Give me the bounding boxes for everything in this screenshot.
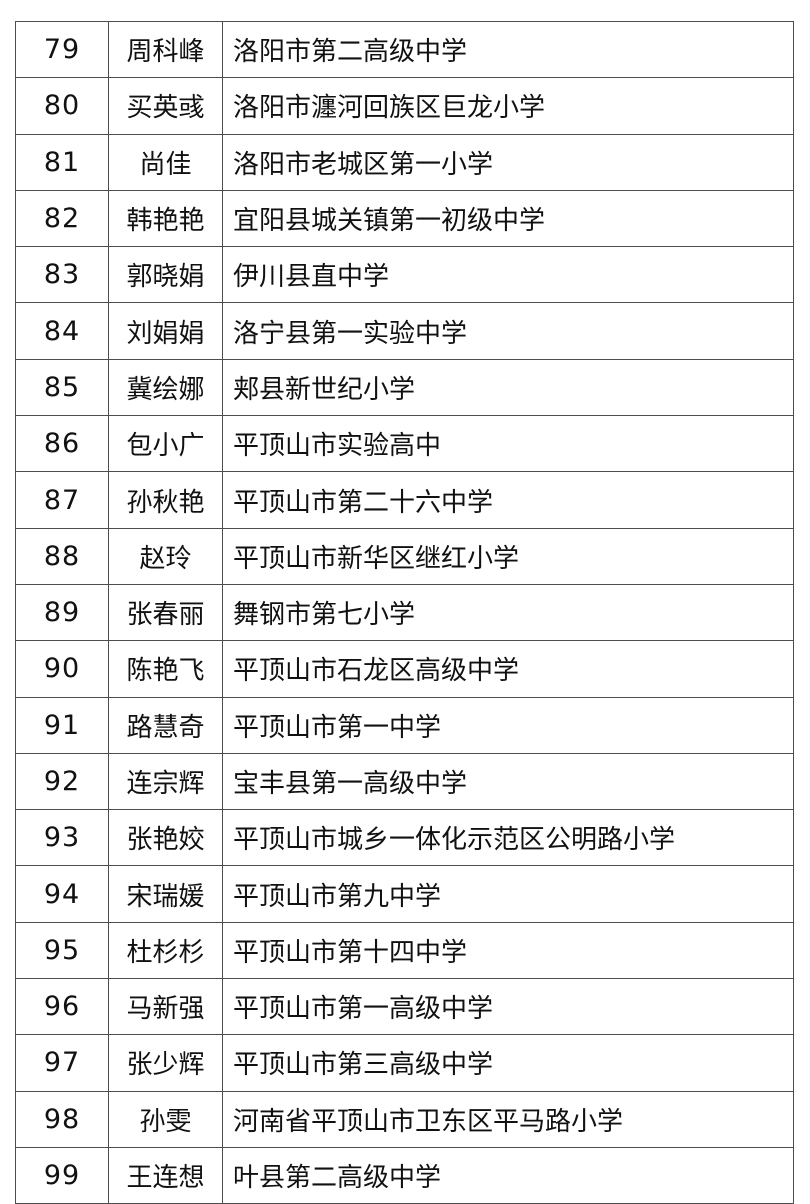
school-name-cell: 平顶山市第九中学 bbox=[222, 865, 794, 923]
school-name-cell: 郏县新世纪小学 bbox=[222, 358, 794, 417]
row-number-cell: 80 bbox=[15, 77, 109, 135]
school-name-cell: 平顶山市城乡一体化示范区公明路小学 bbox=[222, 809, 794, 867]
table-row: 83 郭晓娟 伊川县直中学 bbox=[15, 246, 794, 304]
school-name-cell: 平顶山市第三高级中学 bbox=[222, 1034, 794, 1092]
school-name-cell: 平顶山市第一中学 bbox=[222, 696, 794, 754]
school-name-cell: 宝丰县第一高级中学 bbox=[222, 752, 794, 811]
row-number-cell: 96 bbox=[15, 978, 109, 1036]
row-number-cell: 84 bbox=[15, 302, 109, 360]
table-row: 86 包小广 平顶山市实验高中 bbox=[15, 415, 794, 473]
person-name-cell: 赵玲 bbox=[108, 527, 223, 585]
school-name-cell: 平顶山市新华区继红小学 bbox=[222, 527, 794, 585]
table-row: 80 买英彧 洛阳市瀍河回族区巨龙小学 bbox=[15, 77, 794, 135]
row-number-cell: 82 bbox=[15, 189, 109, 248]
person-name-cell: 陈艳飞 bbox=[108, 640, 223, 698]
row-number-cell: 89 bbox=[15, 583, 109, 642]
table-row: 94 宋瑞媛 平顶山市第九中学 bbox=[15, 865, 794, 923]
school-name-cell: 平顶山市第十四中学 bbox=[222, 921, 794, 980]
table-row: 95 杜杉杉 平顶山市第十四中学 bbox=[15, 921, 794, 980]
school-name-cell: 洛宁县第一实验中学 bbox=[222, 302, 794, 360]
person-name-cell: 郭晓娟 bbox=[108, 246, 223, 304]
person-name-cell: 尚佳 bbox=[108, 133, 223, 191]
table-row: 96 马新强 平顶山市第一高级中学 bbox=[15, 978, 794, 1036]
row-number-cell: 91 bbox=[15, 696, 109, 754]
person-name-cell: 冀绘娜 bbox=[108, 358, 223, 417]
school-name-cell: 河南省平顶山市卫东区平马路小学 bbox=[222, 1090, 794, 1148]
row-number-cell: 83 bbox=[15, 246, 109, 304]
person-name-cell: 杜杉杉 bbox=[108, 921, 223, 980]
row-number-cell: 90 bbox=[15, 640, 109, 698]
school-name-cell: 宜阳县城关镇第一初级中学 bbox=[222, 189, 794, 248]
school-name-cell: 洛阳市老城区第一小学 bbox=[222, 133, 794, 191]
row-number-cell: 87 bbox=[15, 471, 109, 529]
school-name-cell: 平顶山市第一高级中学 bbox=[222, 978, 794, 1036]
row-number-cell: 95 bbox=[15, 921, 109, 980]
school-name-cell: 平顶山市石龙区高级中学 bbox=[222, 640, 794, 698]
row-number-cell: 79 bbox=[15, 20, 109, 79]
row-number-cell: 81 bbox=[15, 133, 109, 191]
person-name-cell: 张少辉 bbox=[108, 1034, 223, 1092]
person-name-cell: 连宗辉 bbox=[108, 752, 223, 811]
school-name-cell: 叶县第二高级中学 bbox=[222, 1146, 794, 1204]
person-name-cell: 买英彧 bbox=[108, 77, 223, 135]
school-name-cell: 舞钢市第七小学 bbox=[222, 583, 794, 642]
row-number-cell: 98 bbox=[15, 1090, 109, 1148]
person-name-cell: 马新强 bbox=[108, 978, 223, 1036]
person-name-cell: 韩艳艳 bbox=[108, 189, 223, 248]
person-name-cell: 孙秋艳 bbox=[108, 471, 223, 529]
person-name-cell: 刘娟娟 bbox=[108, 302, 223, 360]
person-name-cell: 周科峰 bbox=[108, 20, 223, 79]
school-name-cell: 平顶山市第二十六中学 bbox=[222, 471, 794, 529]
table-row: 87 孙秋艳 平顶山市第二十六中学 bbox=[15, 471, 794, 529]
table-row: 99 王连想 叶县第二高级中学 bbox=[15, 1146, 794, 1204]
row-number-cell: 93 bbox=[15, 809, 109, 867]
table-row: 79 周科峰 洛阳市第二高级中学 bbox=[15, 20, 794, 79]
person-name-cell: 张艳姣 bbox=[108, 809, 223, 867]
school-name-cell: 洛阳市瀍河回族区巨龙小学 bbox=[222, 77, 794, 135]
row-number-cell: 94 bbox=[15, 865, 109, 923]
row-number-cell: 97 bbox=[15, 1034, 109, 1092]
row-number-cell: 92 bbox=[15, 752, 109, 811]
person-name-cell: 宋瑞媛 bbox=[108, 865, 223, 923]
row-number-cell: 85 bbox=[15, 358, 109, 417]
table-row: 92 连宗辉 宝丰县第一高级中学 bbox=[15, 752, 794, 811]
table-row: 97 张少辉 平顶山市第三高级中学 bbox=[15, 1034, 794, 1092]
table-row: 82 韩艳艳 宜阳县城关镇第一初级中学 bbox=[15, 189, 794, 248]
row-number-cell: 86 bbox=[15, 415, 109, 473]
table-row: 91 路慧奇 平顶山市第一中学 bbox=[15, 696, 794, 754]
row-number-cell: 88 bbox=[15, 527, 109, 585]
person-name-cell: 孙雯 bbox=[108, 1090, 223, 1148]
row-number-cell: 99 bbox=[15, 1146, 109, 1204]
table-row: 93 张艳姣 平顶山市城乡一体化示范区公明路小学 bbox=[15, 809, 794, 867]
table-row: 98 孙雯 河南省平顶山市卫东区平马路小学 bbox=[15, 1090, 794, 1148]
table-row: 85 冀绘娜 郏县新世纪小学 bbox=[15, 358, 794, 417]
person-name-cell: 路慧奇 bbox=[108, 696, 223, 754]
school-name-cell: 平顶山市实验高中 bbox=[222, 415, 794, 473]
table-row: 89 张春丽 舞钢市第七小学 bbox=[15, 583, 794, 642]
awardee-roster-table: 79 周科峰 洛阳市第二高级中学 80 买英彧 洛阳市瀍河回族区巨龙小学 81 … bbox=[15, 20, 794, 1204]
page: { "colors": { "background": "#ffffff", "… bbox=[15, 20, 794, 1204]
table-row: 84 刘娟娟 洛宁县第一实验中学 bbox=[15, 302, 794, 360]
table-row: 90 陈艳飞 平顶山市石龙区高级中学 bbox=[15, 640, 794, 698]
school-name-cell: 伊川县直中学 bbox=[222, 246, 794, 304]
person-name-cell: 王连想 bbox=[108, 1146, 223, 1204]
table-row: 88 赵玲 平顶山市新华区继红小学 bbox=[15, 527, 794, 585]
person-name-cell: 包小广 bbox=[108, 415, 223, 473]
school-name-cell: 洛阳市第二高级中学 bbox=[222, 20, 794, 79]
table-row: 81 尚佳 洛阳市老城区第一小学 bbox=[15, 133, 794, 191]
person-name-cell: 张春丽 bbox=[108, 583, 223, 642]
